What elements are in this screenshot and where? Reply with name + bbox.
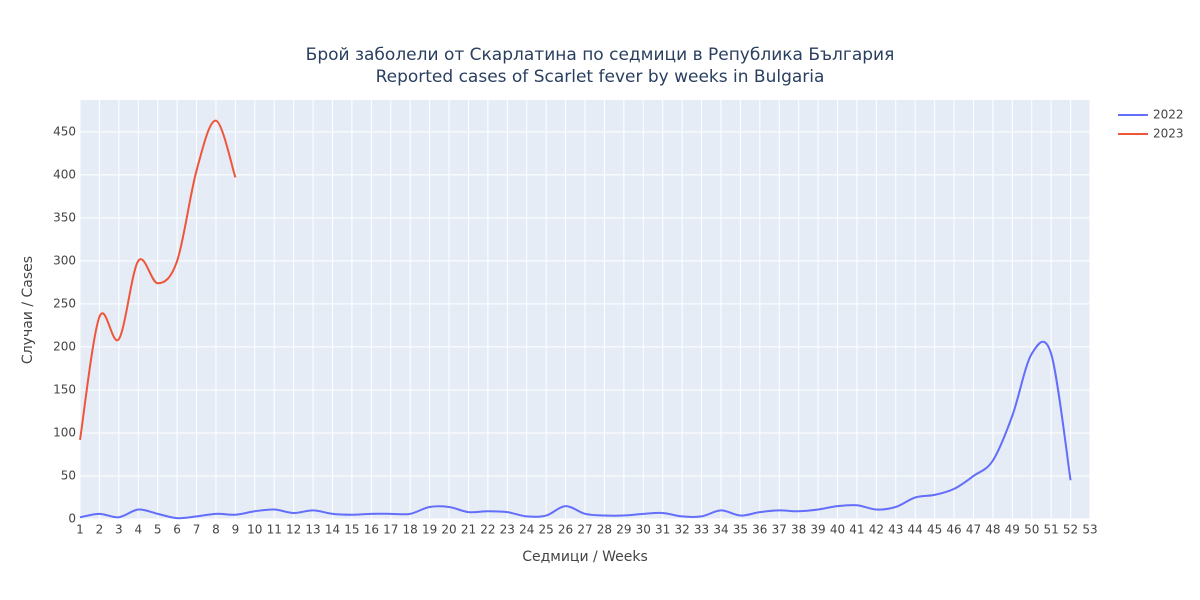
legend-label: 2022	[1153, 108, 1184, 122]
x-tick-label: 47	[966, 523, 981, 537]
x-tick-label: 41	[849, 523, 864, 537]
x-tick-label: 22	[480, 523, 495, 537]
x-tick-label: 33	[694, 523, 709, 537]
x-tick-label: 2	[96, 523, 104, 537]
y-tick-label: 400	[53, 167, 76, 181]
x-tick-label: 40	[830, 523, 845, 537]
x-tick-label: 3	[115, 523, 123, 537]
x-tick-label: 35	[733, 523, 748, 537]
x-tick-label: 13	[305, 523, 320, 537]
y-tick-label: 300	[53, 253, 76, 267]
x-tick-label: 26	[558, 523, 573, 537]
x-tick-label: 52	[1063, 523, 1078, 537]
x-tick-label: 4	[134, 523, 142, 537]
line-series	[79, 119, 237, 441]
x-tick-label: 50	[1024, 523, 1039, 537]
x-tick-label: 45	[927, 523, 942, 537]
chart-subtitle: Reported cases of Scarlet fever by weeks…	[376, 67, 825, 87]
x-tick-label: 10	[247, 523, 262, 537]
x-tick-label: 31	[655, 523, 670, 537]
x-tick-label: 5	[154, 523, 162, 537]
y-tick-label: 0	[68, 512, 76, 526]
x-tick-label: 7	[193, 523, 201, 537]
y-tick-label: 50	[61, 468, 76, 482]
x-tick-label: 20	[441, 523, 456, 537]
x-axis-title: Седмици / Weeks	[522, 549, 648, 565]
x-tick-label: 23	[500, 523, 515, 537]
x-tick-label: 15	[344, 523, 359, 537]
x-tick-label: 53	[1082, 523, 1097, 537]
x-tick-label: 37	[772, 523, 787, 537]
x-tick-label: 8	[212, 523, 220, 537]
x-tick-label: 28	[597, 523, 612, 537]
y-tick-label: 150	[53, 382, 76, 396]
legend-label: 2023	[1153, 127, 1184, 141]
x-tick-label: 49	[1005, 523, 1020, 537]
x-tick-label: 24	[519, 523, 534, 537]
x-tick-label: 34	[713, 523, 728, 537]
y-tick-label: 100	[53, 425, 76, 439]
x-tick-label: 44	[908, 523, 923, 537]
x-tick-label: 18	[403, 523, 418, 537]
x-tick-label: 48	[985, 523, 1000, 537]
x-tick-label: 36	[752, 523, 767, 537]
x-tick-label: 9	[232, 523, 240, 537]
x-tick-label: 51	[1044, 523, 1059, 537]
x-tick-label: 30	[636, 523, 651, 537]
x-tick-label: 21	[461, 523, 476, 537]
y-tick-label: 250	[53, 296, 76, 310]
x-tick-label: 14	[325, 523, 340, 537]
x-tick-label: 11	[267, 523, 282, 537]
x-tick-label: 25	[539, 523, 554, 537]
x-tick-label: 1	[76, 523, 84, 537]
x-tick-label: 43	[888, 523, 903, 537]
line-series	[79, 340, 1072, 520]
x-tick-label: 42	[869, 523, 884, 537]
x-tick-label: 12	[286, 523, 301, 537]
x-tick-label: 46	[946, 523, 961, 537]
y-axis-title: Случаи / Cases	[20, 256, 36, 364]
x-tick-label: 19	[422, 523, 437, 537]
x-tick-label: 39	[810, 523, 825, 537]
y-tick-label: 200	[53, 339, 76, 353]
y-tick-label: 450	[53, 124, 76, 138]
y-tick-label: 350	[53, 210, 76, 224]
x-tick-label: 38	[791, 523, 806, 537]
x-tick-label: 27	[577, 523, 592, 537]
x-tick-label: 29	[616, 523, 631, 537]
x-tick-label: 32	[674, 523, 689, 537]
x-tick-label: 6	[173, 523, 181, 537]
x-tick-label: 17	[383, 523, 398, 537]
x-tick-label: 16	[364, 523, 379, 537]
chart-title: Брой заболели от Скарлатина по седмици в…	[306, 45, 895, 65]
